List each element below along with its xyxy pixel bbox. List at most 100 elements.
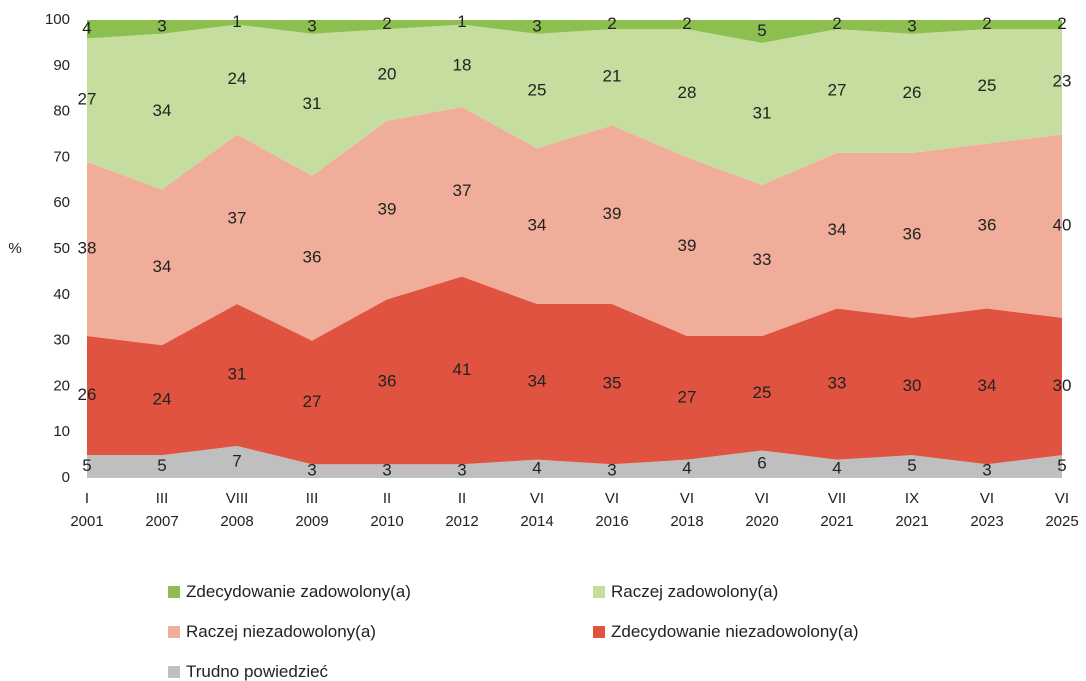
legend-swatch: [593, 586, 605, 598]
area: [87, 276, 1062, 465]
value-label: 38: [78, 238, 97, 257]
value-label: 27: [828, 80, 847, 99]
value-label: 4: [532, 458, 541, 477]
value-label: 1: [457, 12, 466, 31]
y-tick-label: 40: [53, 286, 70, 303]
x-tick-label: VI 2020: [745, 490, 779, 530]
y-tick-label: 100: [45, 11, 70, 28]
value-label: 2: [607, 14, 616, 33]
value-label: 3: [607, 461, 616, 480]
value-label: 40: [1053, 216, 1072, 235]
value-label: 3: [307, 461, 316, 480]
value-label: 33: [753, 250, 772, 269]
legend-item: Zdecydowanie niezadowolony(a): [593, 622, 859, 642]
value-label: 5: [1057, 456, 1066, 475]
value-label: 30: [903, 376, 922, 395]
x-tick-label: VI 2018: [670, 490, 704, 530]
y-tick-label: 10: [53, 423, 70, 440]
legend-swatch: [168, 626, 180, 638]
value-label: 27: [303, 392, 322, 411]
value-label: 18: [453, 55, 472, 74]
value-label: 5: [157, 456, 166, 475]
x-tick-label: IX 2021: [895, 490, 929, 530]
value-label: 25: [753, 383, 772, 402]
x-tick-label: III 2009: [295, 490, 329, 530]
y-tick-label: 80: [53, 103, 70, 120]
legend-label: Raczej niezadowolony(a): [186, 622, 376, 641]
legend-label: Zdecydowanie zadowolony(a): [186, 582, 411, 601]
value-label: 35: [603, 374, 622, 393]
x-tick-label: II 2010: [370, 490, 404, 530]
value-label: 28: [678, 83, 697, 102]
value-label: 39: [603, 204, 622, 223]
value-label: 2: [682, 14, 691, 33]
value-label: 24: [153, 390, 172, 409]
value-label: 25: [528, 80, 547, 99]
x-tick-label: VI 2014: [520, 490, 554, 530]
y-tick-label: 90: [53, 57, 70, 74]
value-label: 37: [453, 181, 472, 200]
value-label: 34: [528, 216, 547, 235]
legend-item: Zdecydowanie zadowolony(a): [168, 582, 411, 602]
value-label: 26: [78, 385, 97, 404]
x-tick-label: VII 2021: [820, 490, 854, 530]
value-label: 36: [978, 216, 997, 235]
x-tick-label: VI 2025: [1045, 490, 1079, 530]
value-label: 34: [978, 376, 997, 395]
value-label: 3: [457, 461, 466, 480]
value-label: 3: [907, 16, 916, 35]
legend-swatch: [168, 586, 180, 598]
value-label: 31: [228, 364, 247, 383]
value-label: 36: [303, 248, 322, 267]
value-label: 3: [532, 16, 541, 35]
legend-label: Raczej zadowolony(a): [611, 582, 779, 601]
value-label: 27: [78, 90, 97, 109]
value-label: 34: [153, 101, 172, 120]
legend-label: Trudno powiedzieć: [186, 662, 329, 681]
y-axis-label: %: [8, 240, 21, 257]
value-label: 25: [978, 76, 997, 95]
value-label: 34: [528, 371, 547, 390]
legend-item: Raczej niezadowolony(a): [168, 622, 376, 642]
value-label: 39: [678, 236, 697, 255]
value-label: 7: [232, 451, 241, 470]
value-label: 37: [228, 209, 247, 228]
value-label: 23: [1053, 71, 1072, 90]
x-tick-label: III 2007: [145, 490, 179, 530]
area: [87, 107, 1062, 346]
value-label: 3: [307, 16, 316, 35]
value-label: 2: [1057, 14, 1066, 33]
value-label: 34: [828, 220, 847, 239]
area: [87, 24, 1062, 190]
x-tick-label: VIII 2008: [220, 490, 254, 530]
legend-item: Raczej zadowolony(a): [593, 582, 778, 602]
value-label: 36: [378, 371, 397, 390]
y-tick-label: 0: [62, 469, 70, 486]
y-tick-label: 50: [53, 240, 70, 257]
value-label: 4: [82, 19, 91, 38]
value-label: 4: [682, 458, 691, 477]
value-label: 26: [903, 83, 922, 102]
x-tick-label: VI 2023: [970, 490, 1004, 530]
value-label: 41: [453, 360, 472, 379]
value-label: 20: [378, 64, 397, 83]
value-label: 6: [757, 454, 766, 473]
y-tick-label: 60: [53, 194, 70, 211]
value-label: 3: [982, 461, 991, 480]
value-label: 3: [157, 16, 166, 35]
value-label: 24: [228, 69, 247, 88]
x-tick-label: VI 2016: [595, 490, 629, 530]
value-label: 2: [982, 14, 991, 33]
value-label: 21: [603, 67, 622, 86]
value-label: 4: [832, 458, 841, 477]
x-tick-label: I 2001: [70, 490, 104, 530]
value-label: 1: [232, 12, 241, 31]
legend-swatch: [168, 666, 180, 678]
value-label: 2: [382, 14, 391, 33]
legend-swatch: [593, 626, 605, 638]
value-label: 31: [303, 94, 322, 113]
value-label: 27: [678, 387, 697, 406]
value-label: 33: [828, 374, 847, 393]
x-tick-label: II 2012: [445, 490, 479, 530]
